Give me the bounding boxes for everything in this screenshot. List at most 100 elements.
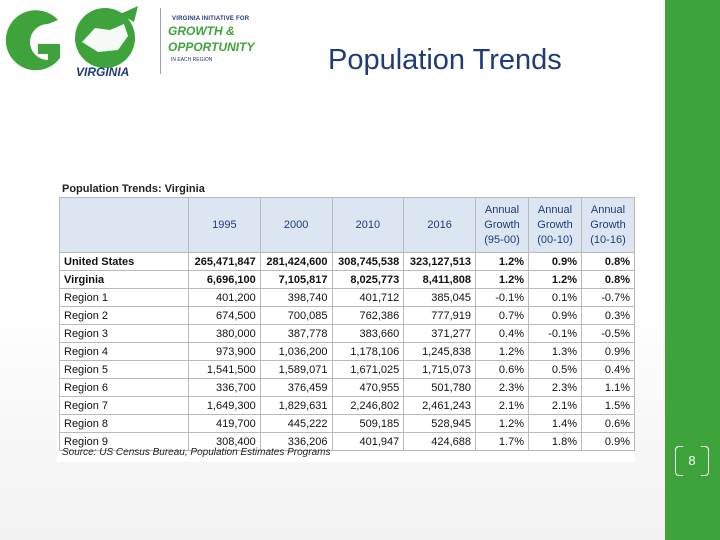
table-row: Region 9 308,400 336,206 401,947 424,688 1.7%… [59,432,635,451]
table-cell: 265,471,847 [188,252,261,271]
table-cell: 401,200 [188,288,261,307]
table-cell: 1,671,025 [331,360,405,379]
table-cell: 336,700 [188,378,261,397]
table-caption: Population Trends: Virginia [62,183,205,195]
table-cell: 419,700 [188,414,261,433]
table-row: Region 3 380,000 387,778 383,660 371,277 0.4%… [59,324,635,343]
header-cell: 2000 [259,197,333,253]
row-label: Region 4 [59,342,189,361]
table-row: Region 6 336,700 376,459 470,955 501,780 2.3%… [59,378,635,397]
table-cell: 308,400 [188,432,261,451]
table-row: Region 4 973,900 1,036,200 1,178,106 1,245,8… [59,342,635,361]
table-cell: 387,778 [259,324,333,343]
row-label: Region 8 [59,414,189,433]
table-cell: 2.1% [475,396,529,415]
row-label: Region 5 [59,360,189,379]
row-label: Virginia [59,270,189,289]
logo-tagline-line3: Opportunity [168,40,255,54]
header-cell: 2010 [331,197,405,253]
logo-divider [160,8,161,74]
table-cell: 1.4% [528,414,582,433]
header-cell: Annual Growth (00-10) [528,197,582,253]
table-cell: 380,000 [188,324,261,343]
table-row: Region 2 674,500 700,085 762,386 777,919 0.7%… [59,306,635,325]
row-label: Region 6 [59,378,189,397]
table-cell: -0.5% [581,324,635,343]
table-cell: 398,740 [259,288,333,307]
table-cell: 371,277 [403,324,476,343]
logo-tagline-line2: Growth & [168,24,235,38]
table-cell: 0.4% [581,360,635,379]
table-cell: 1.3% [528,342,582,361]
table-cell: 0.9% [528,306,582,325]
table-cell: 0.1% [528,288,582,307]
table-cell: 509,185 [331,414,405,433]
table-cell: 1,589,071 [259,360,333,379]
table-row: Virginia 6,696,100 7,105,817 8,025,773 8,411… [59,270,635,289]
table-cell: 2.1% [528,396,582,415]
table-cell: 777,919 [403,306,476,325]
table-cell: 383,660 [331,324,405,343]
row-label: United States [59,252,189,271]
table-cell: 1,649,300 [188,396,261,415]
slide-title: Population Trends [328,44,562,76]
table-cell: 501,780 [403,378,476,397]
table-cell: 0.9% [528,252,582,271]
table-cell: 1,541,500 [188,360,261,379]
header-cell [59,197,189,253]
row-label: Region 3 [59,324,189,343]
table-cell: 1.2% [528,270,582,289]
row-label: Region 1 [59,288,189,307]
table-cell: 1.5% [581,396,635,415]
table-cell: 0.3% [581,306,635,325]
table-cell: 470,955 [331,378,405,397]
table-cell: -0.7% [581,288,635,307]
table-cell: 323,127,513 [403,252,476,271]
table-cell: 1.2% [475,252,529,271]
table-cell: 445,222 [259,414,333,433]
table-cell: 1,036,200 [259,342,333,361]
table-cell: 376,459 [259,378,333,397]
header-cell: Annual Growth (95-00) [475,197,529,253]
table-cell: 0.6% [475,360,529,379]
table-cell: 1.2% [475,414,529,433]
go-virginia-logo: VIRGINIA Virginia Initiative for Growth … [0,0,260,84]
table-cell: 973,900 [188,342,261,361]
table-cell: 308,745,538 [331,252,405,271]
table-row: Region 7 1,649,300 1,829,631 2,246,802 2,461… [59,396,635,415]
row-label: Region 7 [59,396,189,415]
table-cell: 7,105,817 [259,270,333,289]
table-row: United States 265,471,847 281,424,600 308,7… [59,252,635,271]
table-cell: 401,947 [331,432,405,451]
table-cell: 2,246,802 [331,396,405,415]
table-row: Region 8 419,700 445,222 509,185 528,945 1.2%… [59,414,635,433]
header-cell: Annual Growth (10-16) [581,197,635,253]
population-table: 1995 2000 2010 2016 Annual Growth (95-00… [59,197,635,451]
table-cell: 2.3% [475,378,529,397]
table-cell: 1,715,073 [403,360,476,379]
table-cell: 0.8% [581,252,635,271]
table-cell: 8,025,773 [331,270,405,289]
table-cell: 336,206 [259,432,333,451]
table-cell: 0.6% [581,414,635,433]
table-cell: 0.8% [581,270,635,289]
table-body: United States 265,471,847 281,424,600 308,7… [59,252,635,451]
table-cell: 0.4% [475,324,529,343]
header-cell: 1995 [188,197,261,253]
table-cell: 0.5% [528,360,582,379]
table-cell: 2.3% [528,378,582,397]
accent-sidebar [665,0,720,540]
table-cell: -0.1% [528,324,582,343]
table-cell: 0.9% [581,432,635,451]
table-cell: 8,411,808 [403,270,476,289]
table-cell: 281,424,600 [259,252,333,271]
svg-text:VIRGINIA: VIRGINIA [76,65,129,79]
page-number: 8 [671,446,713,476]
table-cell: 2,461,243 [403,396,476,415]
table-cell: 1.2% [475,342,529,361]
table-cell: 0.9% [581,342,635,361]
table-cell: 1,178,106 [331,342,405,361]
logo-tagline-line1: Virginia Initiative for [172,16,250,22]
table-cell: 762,386 [331,306,405,325]
table-cell: 385,045 [403,288,476,307]
